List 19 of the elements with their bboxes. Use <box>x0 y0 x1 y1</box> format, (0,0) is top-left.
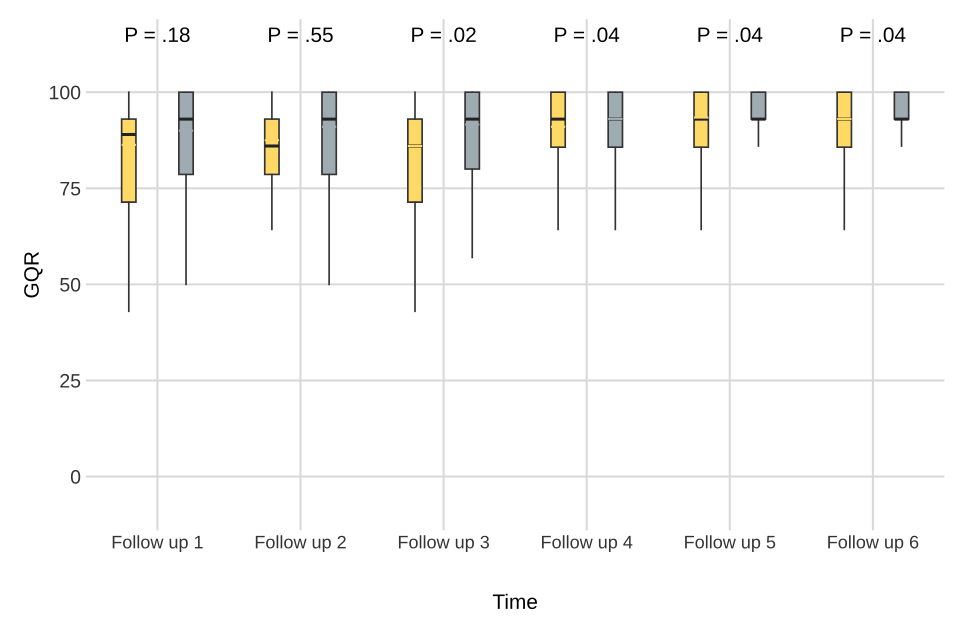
y-tick-label: 75 <box>60 182 80 196</box>
annotation: P = .04 <box>698 27 762 42</box>
x-tick-label: Follow up 1 <box>112 535 203 552</box>
x-tick-label: Follow up 3 <box>398 535 489 552</box>
x-axis-title: Time <box>492 594 537 610</box>
y-tick-label: 25 <box>60 374 80 388</box>
y-tick-label: 0 <box>70 470 80 484</box>
annotation: P = .04 <box>555 27 620 42</box>
x-tick-label: Follow up 2 <box>256 535 346 552</box>
y-tick-label: 100 <box>50 86 80 100</box>
x-tick-label: Follow up 5 <box>685 535 776 552</box>
annotation: P = .02 <box>412 27 476 42</box>
annotation: P = .18 <box>126 27 190 42</box>
x-tick-label: Follow up 6 <box>828 535 918 552</box>
y-axis-title: GQR <box>24 252 43 298</box>
x-tick-label: Follow up 4 <box>542 535 632 552</box>
y-tick-label: 50 <box>60 278 80 292</box>
annotation: P = .04 <box>842 27 906 42</box>
annotation: P = .55 <box>269 28 333 42</box>
